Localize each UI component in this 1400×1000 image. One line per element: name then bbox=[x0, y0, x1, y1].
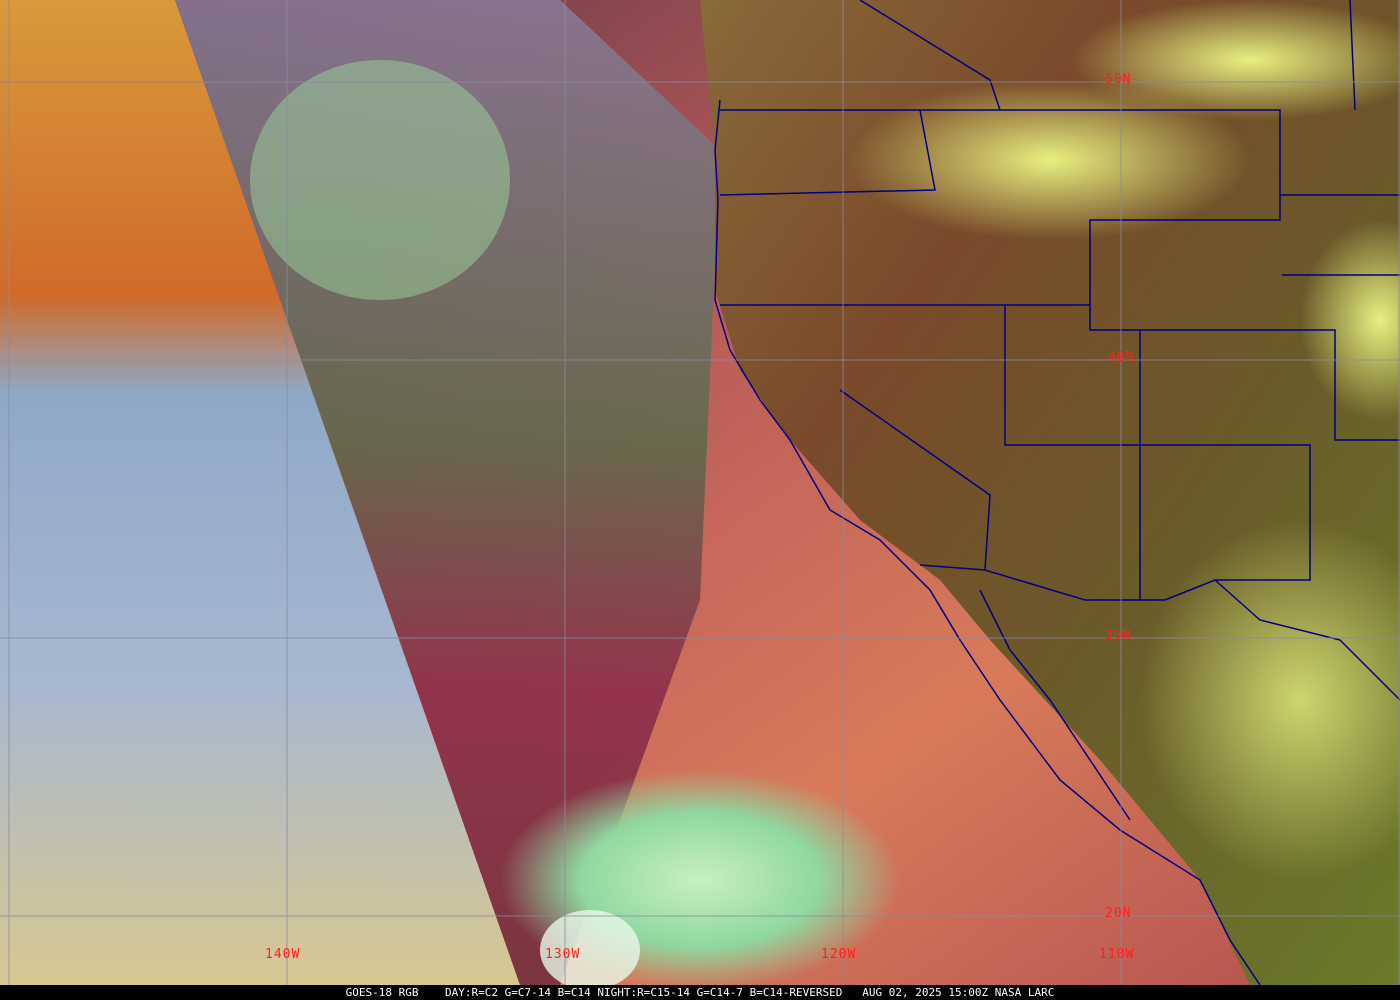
image-caption: GOES-18 RGB DAY:R=C2 G=C7-14 B=C14 NIGHT… bbox=[0, 985, 1400, 1000]
lat-label-40n: 40N bbox=[1108, 350, 1135, 365]
cloud-area bbox=[1140, 520, 1400, 880]
lon-label-110w: 110W bbox=[1099, 947, 1135, 962]
caption-recipe: DAY:R=C2 G=C7-14 B=C14 NIGHT:R=C15-14 G=… bbox=[445, 986, 843, 999]
cloud-area bbox=[1300, 220, 1400, 420]
cloud-swath bbox=[175, 0, 720, 985]
cloud-area bbox=[1070, 0, 1400, 120]
caption-credit: NASA LARC bbox=[994, 986, 1055, 999]
political-borders bbox=[714, 0, 1400, 985]
cloud-area bbox=[850, 80, 1250, 240]
lon-label-130w: 130W bbox=[545, 947, 581, 962]
caption-satellite: GOES-18 RGB bbox=[345, 986, 419, 999]
caption-datetime: AUG 02, 2025 15:00Z bbox=[862, 986, 989, 999]
lat-label-30n: 30N bbox=[1105, 628, 1132, 643]
lat-label-20n: 20N bbox=[1105, 906, 1132, 921]
lon-label-120w: 120W bbox=[821, 947, 857, 962]
left-sector bbox=[0, 0, 520, 985]
cloud-area bbox=[250, 60, 510, 300]
lon-label-140w: 140W bbox=[265, 947, 301, 962]
lat-label-50n: 50N bbox=[1105, 72, 1132, 87]
